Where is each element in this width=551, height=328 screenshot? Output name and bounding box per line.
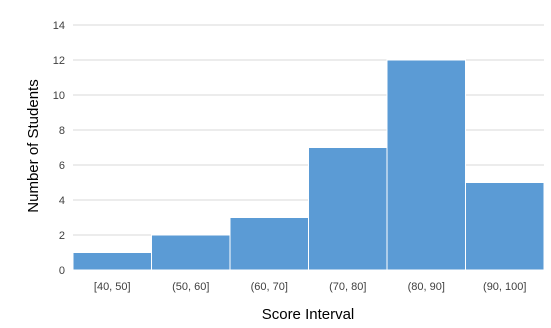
x-axis-ticks: [40, 50] (50, 60] (60, 70] (70, 80] (80, 90]… bbox=[94, 281, 527, 293]
y-tick-label: 4 bbox=[59, 195, 65, 207]
y-tick-label: 8 bbox=[59, 125, 65, 137]
y-tick-label: 10 bbox=[53, 90, 65, 102]
y-tick-label: 14 bbox=[53, 20, 65, 32]
y-tick-label: 0 bbox=[59, 265, 65, 277]
y-tick-label: 6 bbox=[59, 160, 65, 172]
x-tick-label: (90, 100] bbox=[483, 281, 526, 293]
bar bbox=[386, 59, 466, 271]
y-tick-label: 2 bbox=[59, 230, 65, 242]
y-axis-title: Number of Students bbox=[25, 79, 42, 212]
bars bbox=[72, 59, 545, 271]
x-tick-label: (50, 60] bbox=[172, 281, 209, 293]
x-tick-label: (70, 80] bbox=[329, 281, 366, 293]
x-tick-label: (60, 70] bbox=[251, 281, 288, 293]
x-tick-label: [40, 50] bbox=[94, 281, 131, 293]
y-tick-label: 12 bbox=[53, 55, 65, 67]
bar bbox=[308, 147, 388, 271]
bar bbox=[229, 217, 309, 271]
x-axis-title: Score Interval bbox=[262, 306, 355, 323]
bar bbox=[465, 182, 545, 271]
bar bbox=[72, 252, 152, 271]
x-tick-label: (80, 90] bbox=[408, 281, 445, 293]
bar bbox=[151, 234, 231, 271]
y-axis-ticks: 0 2 4 6 8 10 12 14 bbox=[53, 20, 65, 277]
